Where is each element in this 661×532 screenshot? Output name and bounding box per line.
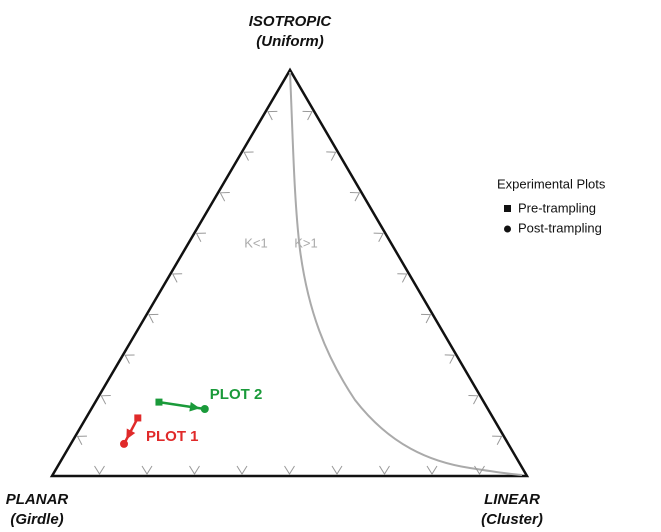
tick [302, 110, 313, 121]
series-label: PLOT 2 [210, 386, 263, 403]
tick [468, 395, 479, 405]
tick [141, 465, 153, 475]
tick [474, 465, 485, 475]
tick [379, 465, 390, 475]
corner-sublabel: (Girdle) [10, 511, 63, 528]
curve-label: K<1 [244, 235, 268, 250]
series-label: PLOT 1 [146, 428, 199, 445]
arrow-head [126, 428, 136, 440]
tick [267, 110, 278, 121]
post-point [120, 439, 129, 448]
tick [492, 435, 503, 445]
ticks [76, 110, 503, 475]
corner-sublabel: (Cluster) [481, 511, 543, 528]
tick [195, 232, 206, 243]
legend-circle [504, 225, 511, 233]
tick [76, 435, 87, 446]
legend-square [504, 205, 511, 212]
corner-label: ISOTROPIC [249, 13, 333, 30]
tick [236, 465, 248, 475]
arrow-head [189, 402, 200, 412]
tick [331, 465, 343, 475]
tick [397, 273, 408, 283]
tick [349, 192, 361, 202]
legend-item: Post-trampling [518, 220, 602, 235]
curve-label: K>1 [294, 235, 318, 250]
tick [171, 273, 183, 283]
tick [219, 192, 230, 202]
tick [326, 151, 337, 161]
tick [421, 313, 432, 324]
corner-sublabel: (Uniform) [256, 33, 324, 50]
legend-item: Pre-trampling [518, 200, 596, 215]
tick [444, 354, 455, 364]
tick [148, 313, 159, 324]
tick [124, 354, 135, 364]
tick [373, 232, 384, 242]
corner-label: LINEAR [484, 491, 540, 508]
tick [284, 465, 295, 475]
tick [94, 465, 105, 475]
tick [100, 395, 111, 405]
pre-point [134, 414, 142, 422]
legend-title: Experimental Plots [497, 176, 606, 191]
triangle [49, 67, 530, 478]
post-point [200, 405, 209, 414]
k-curve [289, 71, 523, 476]
corner-label: PLANAR [6, 491, 69, 508]
tick [189, 465, 200, 475]
tick [243, 151, 254, 161]
tick [426, 465, 438, 475]
pre-point [155, 398, 163, 406]
